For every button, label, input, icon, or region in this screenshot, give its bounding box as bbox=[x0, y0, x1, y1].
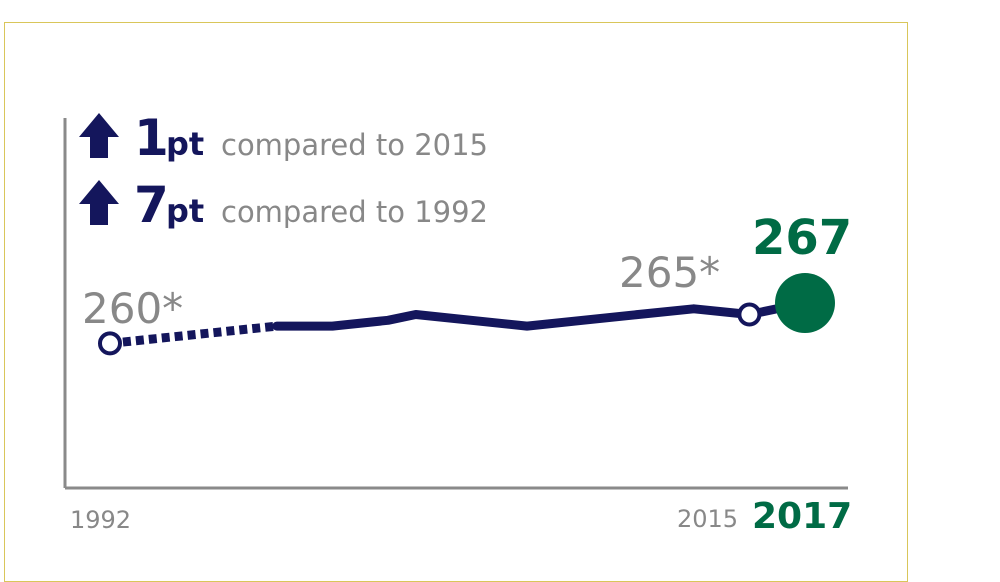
change-unit-2: pt bbox=[166, 192, 204, 230]
current-point bbox=[775, 273, 835, 333]
arrow-up-icon bbox=[79, 113, 119, 158]
previous-value-label: 265* bbox=[619, 248, 720, 297]
start-value-label: 260* bbox=[82, 284, 183, 333]
dashed-series-line bbox=[109, 321, 278, 348]
change-value-2: 7 bbox=[134, 176, 169, 234]
start-point bbox=[98, 331, 122, 356]
series-layer bbox=[98, 273, 835, 356]
solid-series-line bbox=[272, 298, 810, 331]
change-row-1: 1 pt compared to 2015 bbox=[79, 109, 488, 167]
change-text-1: compared to 2015 bbox=[221, 128, 488, 162]
x-label-start: 1992 bbox=[70, 506, 131, 534]
change-row-2: 7 pt compared to 1992 bbox=[79, 176, 488, 234]
change-unit-1: pt bbox=[166, 125, 204, 163]
change-text-2: compared to 1992 bbox=[221, 195, 488, 229]
current-value-label: 267 bbox=[752, 210, 852, 266]
change-value-1: 1 bbox=[134, 109, 169, 167]
score-trend-chart: 1 pt compared to 2015 7 pt compared to 1… bbox=[63, 109, 852, 537]
x-label-previous: 2015 bbox=[677, 505, 738, 533]
arrow-up-icon bbox=[79, 180, 119, 225]
x-label-current: 2017 bbox=[752, 496, 852, 537]
previous-point bbox=[737, 302, 762, 327]
